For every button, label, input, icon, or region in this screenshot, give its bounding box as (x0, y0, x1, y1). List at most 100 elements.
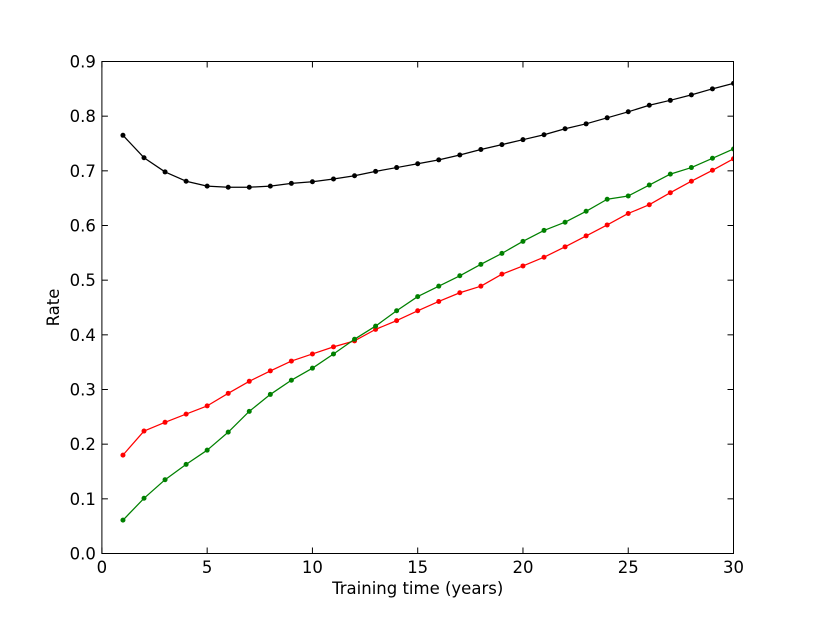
y-axis-tick-label: 0.4 (70, 326, 96, 345)
green-series-marker (141, 495, 147, 501)
green-series-marker (604, 196, 610, 202)
black-series-marker (204, 183, 210, 189)
black-series-marker (541, 132, 547, 138)
y-axis-tick-label: 0.2 (70, 435, 96, 454)
red-series-marker (731, 156, 734, 162)
green-series-marker (478, 261, 484, 267)
y-axis-tick-label: 0.1 (70, 490, 96, 509)
x-axis-tick-label: 30 (723, 558, 744, 577)
black-series-marker (352, 173, 358, 179)
black-series-marker (120, 132, 126, 138)
y-axis-tick-label: 0.3 (70, 381, 96, 400)
red-series-marker (415, 308, 421, 314)
black-series-marker (520, 137, 526, 143)
y-axis-tick-label: 0.0 (70, 545, 96, 564)
red-series-marker (330, 344, 336, 350)
x-axis-tick-label: 5 (202, 558, 213, 577)
red-series-marker (394, 318, 400, 324)
red-series-line (122, 158, 734, 456)
green-series-marker (625, 193, 631, 199)
black-series-marker (731, 80, 734, 86)
black-series-marker (394, 165, 400, 171)
green-series-marker (415, 294, 421, 300)
green-series-marker (120, 517, 126, 523)
red-series-marker (267, 368, 273, 374)
green-series-line (122, 148, 734, 521)
black-series-marker (688, 92, 694, 98)
series-group (120, 80, 734, 523)
black-series-marker (646, 102, 652, 108)
red-series-marker (667, 190, 673, 196)
green-series-marker (330, 351, 336, 357)
black-series-marker (309, 179, 315, 185)
x-axis-tick-label: 15 (407, 558, 428, 577)
red-series-marker (646, 202, 652, 208)
red-series-marker (709, 167, 715, 173)
red-series-marker (583, 233, 589, 239)
x-axis-tick-label: 20 (512, 558, 533, 577)
y-axis-tick-label: 0.7 (70, 162, 96, 181)
plot-area: 0 5 10 15 20 25 30 0.0 0.1 0.2 0.3 0.4 0.5 0.6 0.7 0.8 0… (70, 53, 744, 578)
black-series-marker (415, 161, 421, 167)
green-series-marker (499, 250, 505, 256)
black-series-marker (267, 183, 273, 189)
red-series-marker (288, 358, 294, 364)
black-series-marker (709, 86, 715, 92)
red-series-marker (436, 298, 442, 304)
green-series-marker (309, 365, 315, 371)
green-series-marker (436, 283, 442, 289)
y-axis-label: Rate (44, 289, 63, 327)
y-axis-tick-label: 0.5 (70, 271, 96, 290)
red-series-marker (162, 419, 168, 425)
black-series-marker (499, 142, 505, 148)
black-series-marker (141, 155, 147, 161)
y-axis-tick-label: 0.6 (70, 217, 96, 236)
green-series-marker (646, 182, 652, 188)
green-series-marker (225, 429, 231, 435)
red-series-marker (457, 290, 463, 296)
green-series-marker (667, 171, 673, 177)
green-series-marker (562, 219, 568, 225)
black-series-marker (330, 176, 336, 182)
green-series-marker (731, 146, 734, 152)
black-series-marker (667, 97, 673, 103)
red-series-marker (625, 210, 631, 216)
green-series-marker (246, 408, 252, 414)
green-series-marker (520, 238, 526, 244)
green-series-marker (541, 227, 547, 233)
green-series-marker (457, 273, 463, 279)
plot-frame (101, 61, 734, 554)
x-axis-tick-label: 25 (618, 558, 639, 577)
y-axis-tick-label: 0.9 (70, 53, 96, 72)
red-series-marker (204, 403, 210, 409)
black-series-marker (436, 157, 442, 163)
black-series-marker (625, 109, 631, 115)
green-series-marker (352, 336, 358, 342)
y-axis-tick-label: 0.8 (70, 107, 96, 126)
green-series-marker (373, 323, 379, 329)
red-series-marker (541, 254, 547, 260)
black-series-line (122, 82, 734, 188)
black-series-marker (562, 126, 568, 132)
red-series-marker (183, 411, 189, 417)
black-series-marker (457, 152, 463, 158)
black-series-marker (162, 169, 168, 175)
green-series-marker (162, 477, 168, 483)
black-series-marker (246, 184, 252, 190)
black-series-marker (183, 178, 189, 184)
red-series-marker (120, 452, 126, 458)
red-series-marker (141, 428, 147, 434)
x-axis-tick-label: 0 (97, 558, 108, 577)
black-series-marker (604, 115, 610, 121)
green-series-marker (267, 391, 273, 397)
red-series-marker (478, 283, 484, 289)
red-series-marker (246, 378, 252, 384)
green-series-marker (288, 377, 294, 383)
x-axis-tick-label: 10 (302, 558, 323, 577)
green-series-marker (204, 447, 210, 453)
red-series-marker (562, 244, 568, 250)
black-series-marker (288, 180, 294, 186)
red-series-marker (309, 351, 315, 357)
green-series-marker (709, 155, 715, 161)
